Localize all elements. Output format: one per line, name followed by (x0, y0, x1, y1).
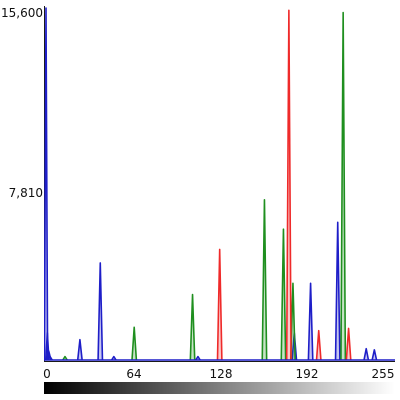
histogram-plot (43, 6, 395, 362)
histogram-peak (43, 7, 49, 361)
x-tick-label-64: 64 (126, 367, 142, 381)
histogram-peak (47, 355, 53, 361)
histogram-peak (110, 355, 117, 361)
histogram-peak (280, 228, 287, 361)
histogram-peak (363, 347, 370, 361)
histogram-series-0 (43, 7, 378, 361)
histogram-peak (340, 11, 347, 361)
histogram-peak (195, 355, 201, 361)
histogram-peak (216, 248, 223, 361)
histogram-peak (345, 327, 352, 361)
histogram-series-1 (62, 11, 347, 361)
histogram-peak (307, 282, 314, 361)
histogram-series-2 (216, 9, 352, 361)
histogram-peak (76, 338, 83, 361)
x-tick-label-192: 192 (295, 367, 319, 381)
series-layer (43, 7, 395, 361)
y-axis-max-label: 15,600 (1, 6, 43, 20)
histogram-peak (62, 355, 68, 361)
histogram-peak (315, 329, 322, 361)
histogram-peak (371, 349, 378, 361)
histogram-peak (189, 293, 196, 361)
x-tick-label-0: 0 (43, 367, 51, 381)
histogram-peak (261, 198, 268, 361)
intensity-gradient-bar (44, 382, 395, 394)
histogram-peak (131, 326, 138, 361)
histogram-peak (334, 221, 341, 361)
x-tick-label-128: 128 (209, 367, 233, 381)
y-axis-mid-label: 7,810 (8, 186, 43, 200)
histogram-peak (97, 262, 104, 361)
histogram-plot-area (43, 6, 395, 362)
histogram-peak (285, 9, 292, 361)
x-tick-label-255: 255 (371, 367, 395, 381)
